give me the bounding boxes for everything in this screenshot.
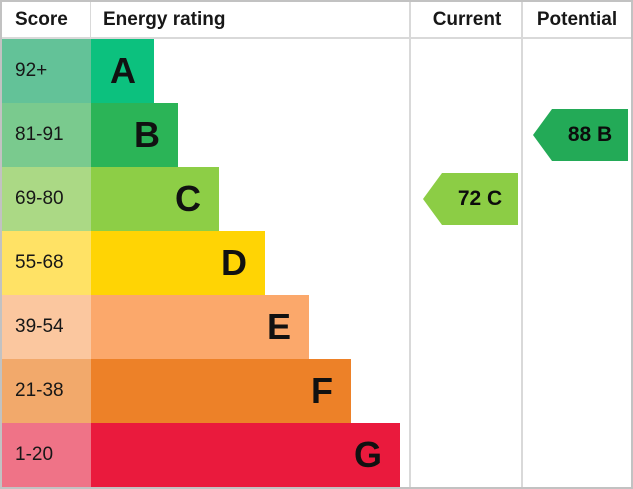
band-bar-g: G [91, 423, 400, 487]
current-column-header: Current [432, 8, 502, 30]
score-column-header: Score [2, 2, 91, 37]
score-range-a: 92+ [2, 39, 91, 103]
band-bar-c: C [91, 167, 219, 231]
potential-column-divider [521, 2, 523, 487]
band-letter-g: G [353, 434, 382, 475]
band-letter-c: C [175, 178, 201, 219]
band-rows: 92+ A 81-91 B 69-80 C 55-68 D 39-54 E 21-38 F 1-20 G [2, 39, 631, 487]
band-bar-f: F [91, 359, 351, 423]
score-range-g: 1-20 [2, 423, 91, 487]
table-header: Score Energy rating Current Potential [2, 2, 631, 39]
score-range-c: 69-80 [2, 167, 91, 231]
band-row-a: 92+ A [2, 39, 631, 103]
band-letter-b: B [134, 114, 160, 155]
band-row-c: 69-80 C [2, 167, 631, 231]
band-row-d: 55-68 D [2, 231, 631, 295]
potential-column-header: Potential [536, 8, 618, 30]
current-rating-arrow: 72 C [423, 173, 518, 225]
band-row-g: 1-20 G [2, 423, 631, 487]
band-letter-a: A [110, 50, 136, 91]
band-row-f: 21-38 F [2, 359, 631, 423]
band-letter-f: F [311, 370, 333, 411]
score-range-b: 81-91 [2, 103, 91, 167]
current-column-divider [409, 2, 411, 487]
band-letter-d: D [221, 242, 247, 283]
band-row-e: 39-54 E [2, 295, 631, 359]
energy-rating-column-header: Energy rating [103, 8, 226, 30]
potential-rating-arrow: 88 B [533, 109, 628, 161]
band-bar-d: D [91, 231, 265, 295]
band-bar-b: B [91, 103, 178, 167]
band-bar-e: E [91, 295, 309, 359]
band-bar-a: A [91, 39, 154, 103]
score-range-f: 21-38 [2, 359, 91, 423]
score-range-d: 55-68 [2, 231, 91, 295]
score-range-e: 39-54 [2, 295, 91, 359]
band-row-b: 81-91 B [2, 103, 631, 167]
band-letter-e: E [266, 306, 291, 347]
